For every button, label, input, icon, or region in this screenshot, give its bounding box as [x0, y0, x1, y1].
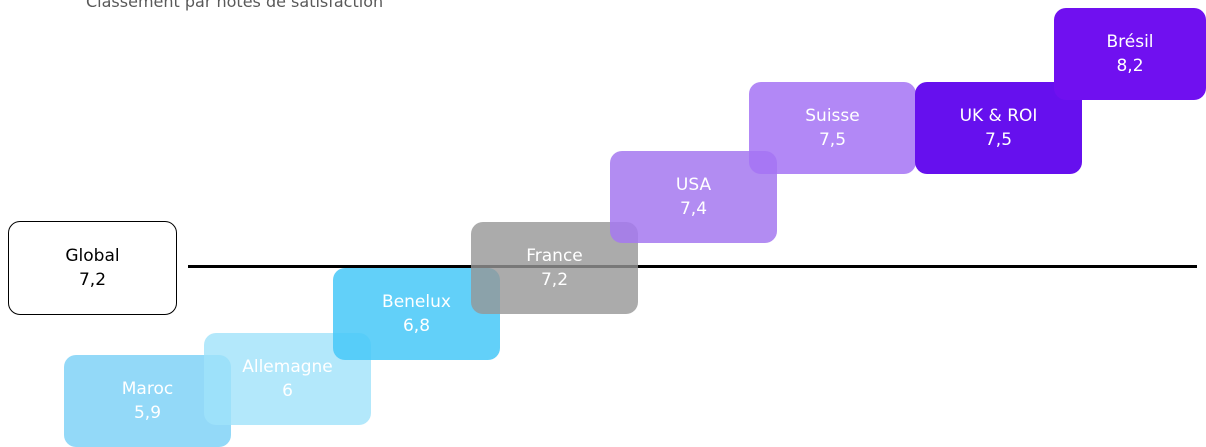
country-label: Benelux	[382, 292, 451, 312]
country-label: Brésil	[1106, 32, 1154, 52]
global-box: Global 7,2	[8, 221, 177, 315]
country-value: 6,8	[402, 316, 431, 336]
country-box: Maroc 5,9	[64, 355, 231, 447]
country-value: 6	[282, 381, 293, 401]
country-value: 7,5	[984, 130, 1013, 150]
country-label: Allemagne	[242, 357, 333, 377]
country-label: Maroc	[121, 379, 174, 399]
country-box: UK & ROI 7,5	[915, 82, 1082, 174]
country-label: Suisse	[805, 106, 860, 126]
country-label: USA	[675, 175, 712, 195]
country-value: 5,9	[133, 403, 162, 423]
country-value: 8,2	[1116, 56, 1144, 76]
country-label: UK & ROI	[959, 106, 1038, 126]
country-value: 7,4	[679, 199, 708, 219]
reference-line	[188, 265, 1197, 268]
title: Classement par notes de satisfaction	[86, 0, 384, 11]
country-value: 7,2	[540, 270, 569, 290]
country-box: Suisse 7,5	[749, 82, 916, 174]
global-value: 7,2	[78, 270, 107, 290]
country-value: 7,5	[818, 130, 847, 150]
global-label: Global	[65, 246, 120, 266]
country-box: France 7,2	[471, 222, 638, 314]
country-label: France	[526, 246, 583, 266]
country-box: Brésil 8,2	[1054, 8, 1206, 100]
